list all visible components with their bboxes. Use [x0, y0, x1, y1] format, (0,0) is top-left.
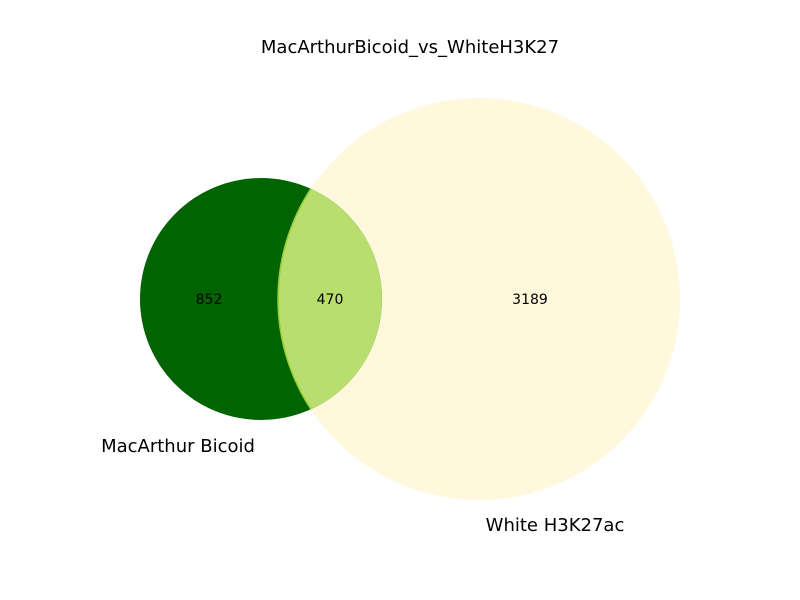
- intersection-count: 470: [317, 292, 344, 308]
- set-b-circle: [278, 98, 680, 500]
- set-b-only-count: 3189: [512, 292, 548, 308]
- set-a-only-count: 852: [196, 292, 223, 308]
- diagram-title: MacArthurBicoid_vs_WhiteH3K27: [261, 37, 559, 58]
- set-a-label: MacArthur Bicoid: [101, 436, 255, 457]
- set-b-label: White H3K27ac: [486, 515, 625, 536]
